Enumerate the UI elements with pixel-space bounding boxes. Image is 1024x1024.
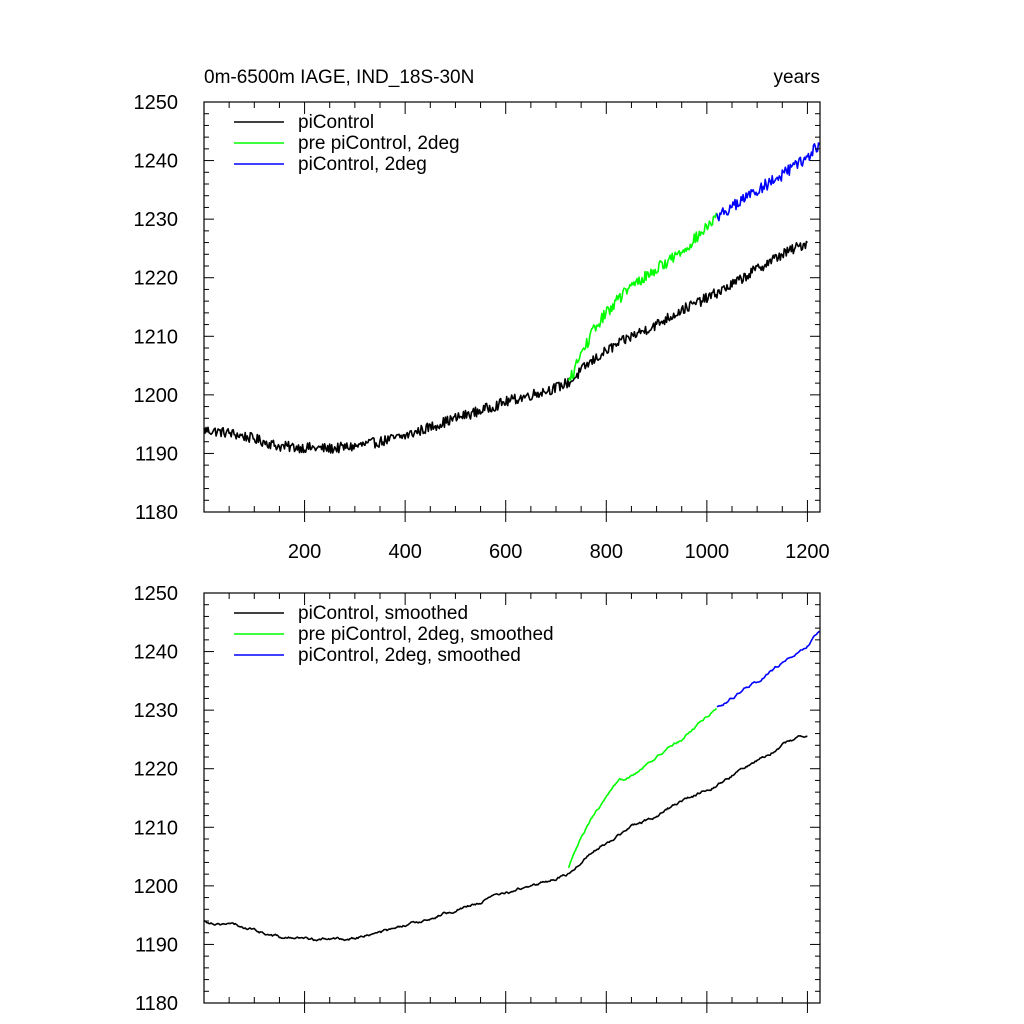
y-tick-label: 1180 (135, 993, 178, 1015)
series-line-2 (567, 707, 718, 869)
x-tick-label: 800 (590, 541, 623, 563)
legend-label-2: pre piControl, 2deg (298, 133, 460, 154)
legend-label-2: pre piControl, 2deg, smoothed (298, 624, 554, 645)
y-tick-label: 1220 (134, 759, 179, 781)
y-tick-label: 1200 (134, 876, 179, 898)
series-line-1 (203, 734, 808, 942)
legend-label-1: piControl, smoothed (298, 603, 468, 624)
series-line-3 (716, 142, 821, 222)
y-tick-label: 1180 (135, 502, 178, 524)
y-tick-label: 1250 (134, 583, 179, 605)
legend-label-1: piControl (298, 112, 374, 133)
plot-frame (203, 101, 821, 513)
x-tick-label: 1200 (785, 541, 830, 563)
y-tick-label: 1240 (134, 151, 179, 173)
y-tick-label: 1190 (135, 443, 178, 465)
x-tick-label: 400 (388, 541, 421, 563)
series-line-2 (567, 212, 718, 381)
x-tick-label: 600 (489, 541, 522, 563)
y-tick-label: 1230 (134, 209, 179, 231)
y-tick-label: 1220 (134, 268, 179, 290)
y-tick-label: 1210 (134, 817, 179, 839)
chart-title-right: years (774, 67, 820, 88)
x-tick-label: 200 (288, 541, 321, 563)
y-tick-label: 1250 (134, 92, 179, 114)
series-line-3 (716, 630, 821, 708)
y-tick-label: 1230 (134, 700, 179, 722)
legend-label-3: piControl, 2deg (298, 154, 427, 175)
chart-top-raw: 1180 1190 1200 1210 1220 1230 1240 1250 200 400 60… (134, 67, 830, 563)
y-tick-label: 1200 (134, 385, 179, 407)
series-line-1 (203, 240, 808, 454)
chart-title: 0m-6500m IAGE, IND_18S-30N (204, 67, 474, 88)
x-tick-label: 1000 (685, 541, 730, 563)
y-tick-label: 1210 (134, 326, 179, 348)
y-tick-label: 1190 (135, 934, 178, 956)
plot-frame (203, 592, 821, 1004)
legend-label-3: piControl, 2deg, smoothed (298, 645, 521, 666)
y-tick-label: 1240 (134, 642, 179, 664)
chart-bottom-smoothed: 1180 1190 1200 1210 1220 1230 1240 1250 piContro… (134, 583, 821, 1015)
